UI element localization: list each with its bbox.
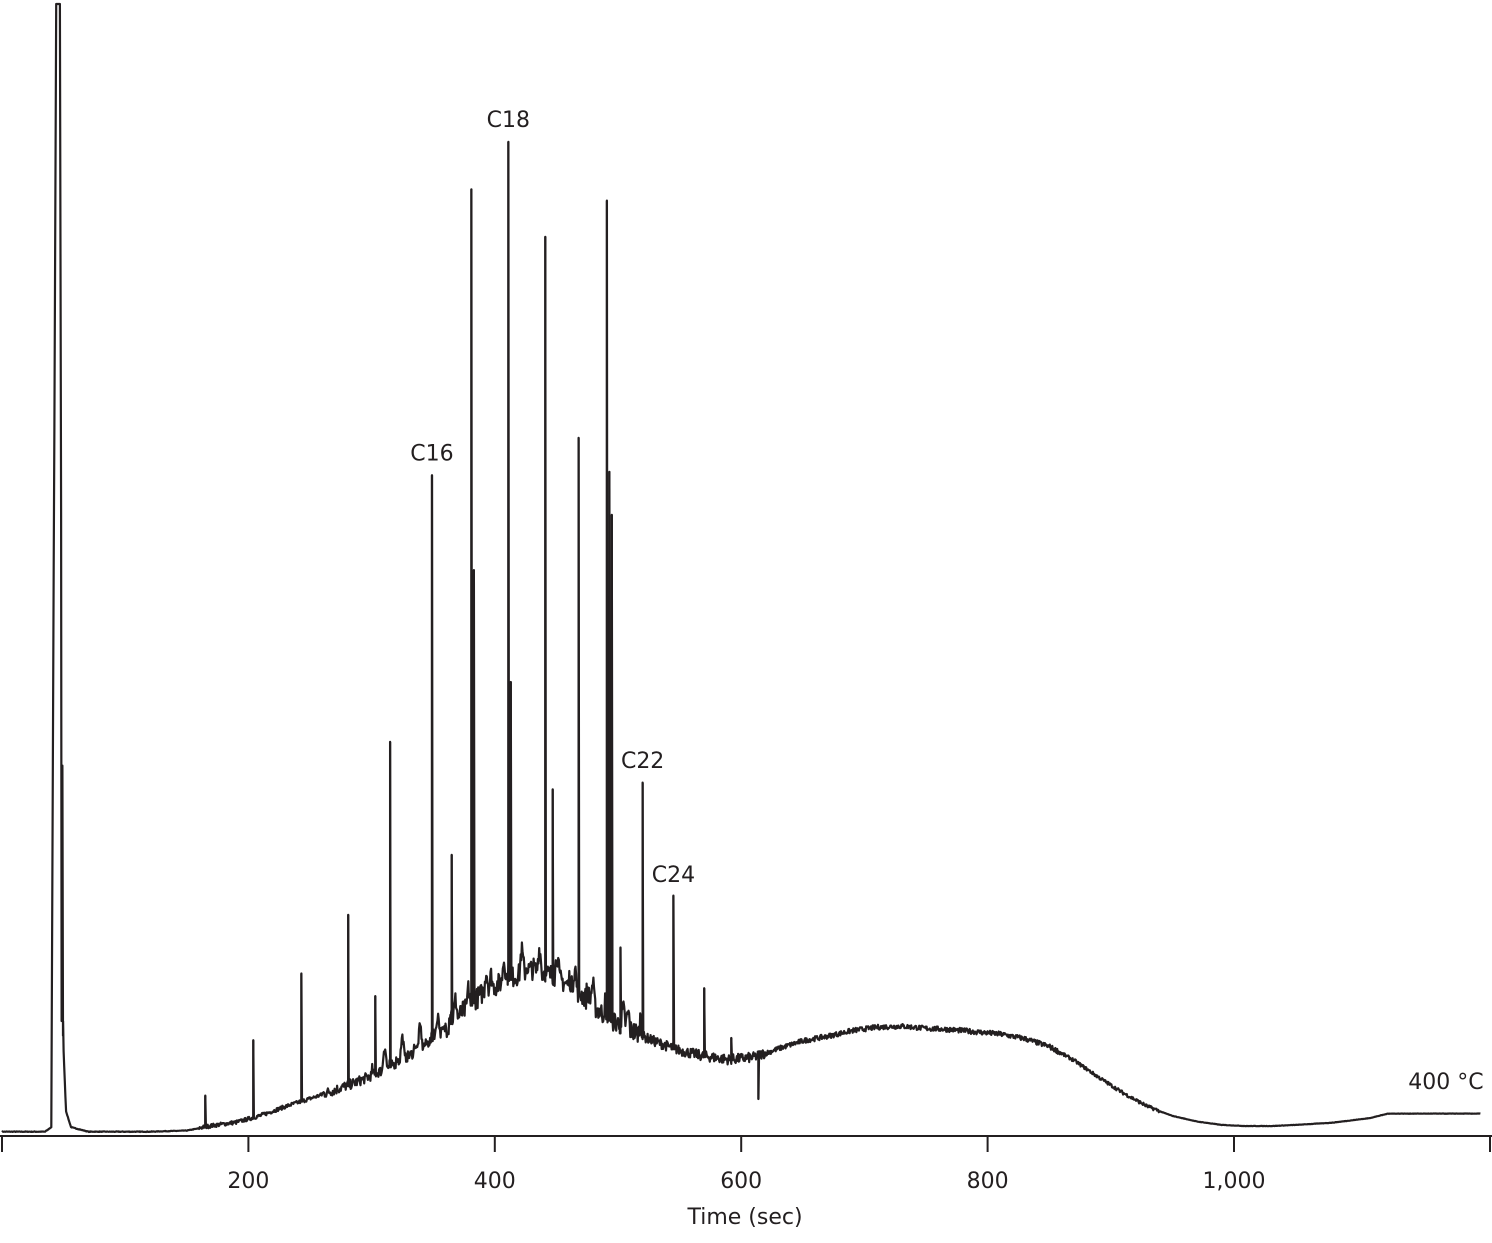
x-tick-label: 600 <box>720 1169 762 1194</box>
peak-label-c22: C22 <box>621 749 664 774</box>
x-axis-title: Time (sec) <box>686 1205 802 1230</box>
x-axis: 200 400 600 800 1,000 <box>0 1135 1492 1194</box>
annotation-layer: C16 C18 C22 C24 400 °C <box>410 108 1483 1095</box>
x-tick-label: 200 <box>227 1169 269 1194</box>
peak-label-c24: C24 <box>652 863 695 888</box>
x-tick-label: 400 <box>474 1169 516 1194</box>
peak-label-c18: C18 <box>487 108 530 133</box>
x-tick-label: 1,000 <box>1203 1169 1266 1194</box>
end-temperature-label: 400 °C <box>1408 1070 1483 1095</box>
plot-area <box>1 2 1481 1134</box>
chromatogram-trace <box>1 2 1481 1134</box>
peak-label-c16: C16 <box>410 442 453 467</box>
x-tick-label: 800 <box>967 1169 1009 1194</box>
